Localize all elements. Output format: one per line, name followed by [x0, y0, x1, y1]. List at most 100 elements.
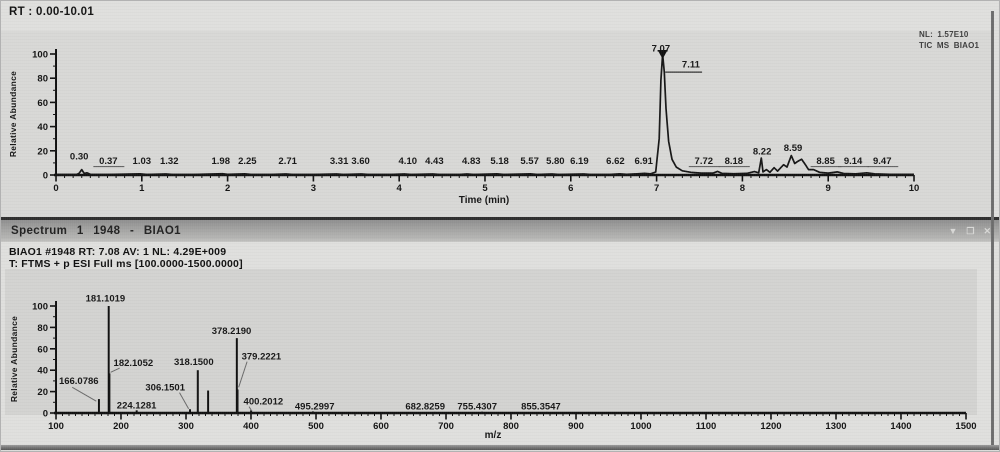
svg-text:6.62: 6.62 — [606, 156, 625, 167]
svg-text:9.14: 9.14 — [844, 156, 863, 167]
ms-x-axis-title: m/z — [484, 430, 502, 441]
scan-header-line: BIAO1 #1948 RT: 7.08 AV: 1 NL: 4.29E+009 — [9, 246, 227, 258]
svg-text:682.8259: 682.8259 — [405, 401, 445, 412]
svg-text:0: 0 — [53, 183, 58, 194]
svg-text:20: 20 — [37, 387, 48, 398]
svg-text:1000: 1000 — [630, 421, 651, 432]
svg-text:1400: 1400 — [890, 421, 911, 432]
svg-text:8.22: 8.22 — [753, 146, 772, 157]
svg-text:200: 200 — [113, 421, 129, 432]
svg-text:1200: 1200 — [760, 421, 781, 432]
svg-text:900: 900 — [568, 421, 584, 432]
svg-text:182.1052: 182.1052 — [114, 358, 154, 369]
svg-text:5.57: 5.57 — [520, 156, 539, 167]
svg-text:100: 100 — [48, 421, 64, 432]
window-bottom-edge — [1, 445, 999, 450]
window-right-edge — [991, 11, 994, 445]
svg-text:0.30: 0.30 — [70, 151, 89, 162]
svg-text:4.10: 4.10 — [399, 156, 418, 167]
svg-text:8.18: 8.18 — [725, 156, 744, 167]
svg-text:100: 100 — [32, 302, 48, 313]
svg-text:9: 9 — [826, 183, 831, 194]
svg-text:1: 1 — [139, 183, 145, 194]
tic-scan-type-label: TIC MS BIAO1 — [919, 41, 980, 50]
svg-text:8.59: 8.59 — [784, 143, 803, 154]
svg-text:5.18: 5.18 — [490, 156, 509, 167]
spectrum-title-bar[interactable]: Spectrum 1 1948 - BIAO1 ▼ ❐ ✕ — [1, 217, 999, 242]
svg-text:700: 700 — [438, 421, 454, 432]
svg-text:100: 100 — [32, 50, 48, 61]
scan-filter-line: T: FTMS + p ESI Full ms [100.0000-1500.0… — [9, 258, 243, 270]
dropdown-icon[interactable]: ▼ — [948, 225, 958, 236]
svg-text:40: 40 — [37, 366, 48, 377]
svg-text:495.2997: 495.2997 — [295, 401, 335, 412]
svg-text:5: 5 — [482, 183, 488, 194]
ms-y-axis-title: Relative Abundance — [9, 315, 19, 403]
svg-text:7.72: 7.72 — [695, 156, 714, 167]
svg-text:40: 40 — [37, 122, 48, 133]
scan-header-annotation: NL: 1.57E10 TIC MS BIAO1 — [919, 29, 979, 51]
svg-text:2: 2 — [225, 183, 230, 194]
svg-text:400: 400 — [243, 421, 259, 432]
svg-text:2.71: 2.71 — [278, 156, 297, 167]
svg-text:1.98: 1.98 — [211, 156, 230, 167]
svg-text:8: 8 — [740, 183, 745, 194]
svg-text:2.25: 2.25 — [238, 156, 257, 167]
svg-text:379.2221: 379.2221 — [242, 352, 282, 363]
float-window-icon[interactable]: ❐ — [966, 225, 975, 236]
svg-text:1.32: 1.32 — [160, 156, 179, 167]
svg-text:224.1281: 224.1281 — [117, 401, 157, 412]
svg-text:306.1501: 306.1501 — [145, 383, 185, 394]
svg-text:3: 3 — [311, 183, 316, 194]
ms-plot-background — [5, 269, 977, 415]
svg-text:8.85: 8.85 — [816, 156, 835, 167]
titlebar-controls: ▼ ❐ ✕ — [948, 225, 999, 236]
svg-text:4: 4 — [397, 183, 403, 194]
svg-text:6.91: 6.91 — [634, 156, 653, 167]
svg-text:10: 10 — [909, 183, 920, 194]
tic-x-axis-title: Time (min) — [458, 195, 510, 206]
svg-text:1300: 1300 — [825, 421, 846, 432]
svg-text:0.37: 0.37 — [99, 156, 118, 167]
svg-text:7.07: 7.07 — [652, 44, 671, 55]
svg-text:1100: 1100 — [696, 421, 717, 432]
svg-text:60: 60 — [37, 98, 48, 109]
svg-text:300: 300 — [178, 421, 194, 432]
svg-text:4.83: 4.83 — [462, 156, 481, 167]
svg-text:1.03: 1.03 — [133, 156, 152, 167]
svg-text:3.60: 3.60 — [351, 156, 370, 167]
svg-text:5.80: 5.80 — [546, 156, 565, 167]
svg-text:500: 500 — [308, 421, 324, 432]
svg-text:4.43: 4.43 — [425, 156, 444, 167]
svg-text:0: 0 — [43, 409, 48, 420]
svg-text:60: 60 — [37, 344, 48, 355]
svg-text:166.0786: 166.0786 — [59, 376, 99, 387]
svg-text:800: 800 — [503, 421, 519, 432]
svg-text:3.31: 3.31 — [330, 156, 349, 167]
svg-text:20: 20 — [37, 146, 48, 157]
svg-text:600: 600 — [373, 421, 389, 432]
svg-text:9.47: 9.47 — [873, 156, 892, 167]
svg-text:1500: 1500 — [955, 421, 976, 432]
svg-text:0: 0 — [43, 171, 48, 182]
svg-text:7: 7 — [654, 183, 659, 194]
svg-text:378.2190: 378.2190 — [212, 326, 252, 337]
svg-text:855.3547: 855.3547 — [521, 401, 561, 412]
svg-text:80: 80 — [37, 323, 48, 334]
svg-text:181.1019: 181.1019 — [86, 294, 126, 305]
nl-value-label: NL: 1.57E10 — [919, 30, 969, 39]
close-icon[interactable]: ✕ — [983, 225, 991, 236]
svg-text:6: 6 — [568, 183, 573, 194]
svg-text:6.19: 6.19 — [570, 156, 589, 167]
ms-chart[interactable]: 100 200 300 400 500 600 700 800 900 1000 1100 1200 1… — [32, 294, 976, 432]
svg-text:755.4307: 755.4307 — [457, 401, 497, 412]
svg-text:318.1500: 318.1500 — [174, 357, 214, 368]
spectrum-title: Spectrum 1 1948 - BIAO1 — [11, 225, 181, 237]
rt-range-label: RT : 0.00-10.01 — [9, 6, 95, 18]
svg-text:80: 80 — [37, 74, 48, 85]
svg-text:400.2012: 400.2012 — [244, 396, 284, 407]
tic-y-axis-title: Relative Abundance — [8, 70, 18, 158]
